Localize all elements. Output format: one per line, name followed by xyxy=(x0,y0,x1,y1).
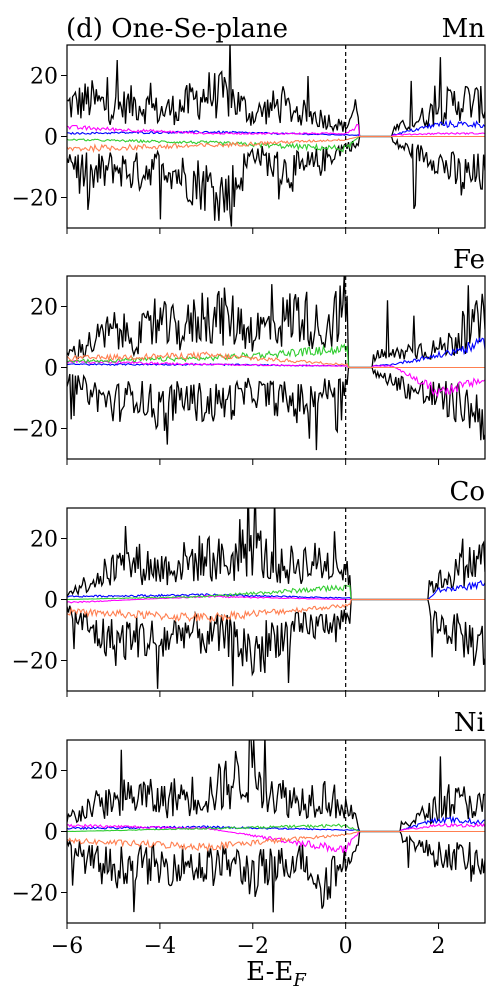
x-tick-label: −6 xyxy=(51,934,83,959)
dos-series-4-up xyxy=(67,830,485,852)
y-tick-label: 20 xyxy=(30,65,58,90)
panel-co: Co −20 0 20 xyxy=(12,477,486,697)
y-tick-label: 20 xyxy=(30,296,58,321)
dos-series-4-up xyxy=(67,135,485,154)
y-tick-label: −20 xyxy=(12,650,58,675)
plot-area xyxy=(67,508,485,689)
panel-fe: Fe −20 0 20 xyxy=(12,245,486,465)
y-tick-label: 0 xyxy=(44,821,58,846)
dos-series-1-up xyxy=(67,579,485,601)
panel-label-co: Co xyxy=(449,477,485,507)
dos-series-2-up xyxy=(67,123,485,138)
dos-series-0-up xyxy=(67,740,485,833)
y-tick-label: −20 xyxy=(12,418,58,443)
y-tick-label: 0 xyxy=(44,589,58,614)
x-axis-label-main: E-E xyxy=(246,957,293,987)
dos-series-0-down xyxy=(67,830,485,913)
dos-series-0-down xyxy=(67,135,485,227)
panel-mn: (d) One-Se-plane Mn −20 0 20 xyxy=(12,14,486,234)
figure-title: (d) One-Se-plane xyxy=(66,14,288,44)
y-tick-label: 0 xyxy=(44,126,58,151)
y-tick-label: 0 xyxy=(44,357,58,382)
dos-series-2-up xyxy=(67,359,485,398)
x-axis-label-subscript: F xyxy=(292,970,307,991)
y-tick-label: 20 xyxy=(30,760,58,785)
dos-series-4-up xyxy=(67,598,485,624)
panel-label-fe: Fe xyxy=(453,245,485,275)
panel-label-ni: Ni xyxy=(454,708,485,738)
dos-series-1-up xyxy=(67,815,485,833)
y-tick-label: 20 xyxy=(30,528,58,553)
dos-series-4-up xyxy=(67,351,485,369)
x-tick-label: −2 xyxy=(237,934,269,959)
dos-series-0-up xyxy=(67,508,485,601)
plot-area xyxy=(67,740,485,913)
y-tick-label: −20 xyxy=(12,882,58,907)
x-tick-label: 2 xyxy=(432,934,446,959)
dos-series-0-up xyxy=(67,276,485,369)
x-tick-label: −4 xyxy=(144,934,176,959)
x-axis-label: E-EF xyxy=(246,957,307,991)
plot-area xyxy=(67,45,485,227)
plot-area xyxy=(67,276,485,451)
dos-series-0-down xyxy=(67,366,485,451)
dos-series-0-up xyxy=(67,45,485,138)
panel-label-mn: Mn xyxy=(442,14,486,44)
y-tick-label: −20 xyxy=(12,187,58,212)
x-tick-label: 0 xyxy=(339,934,353,959)
